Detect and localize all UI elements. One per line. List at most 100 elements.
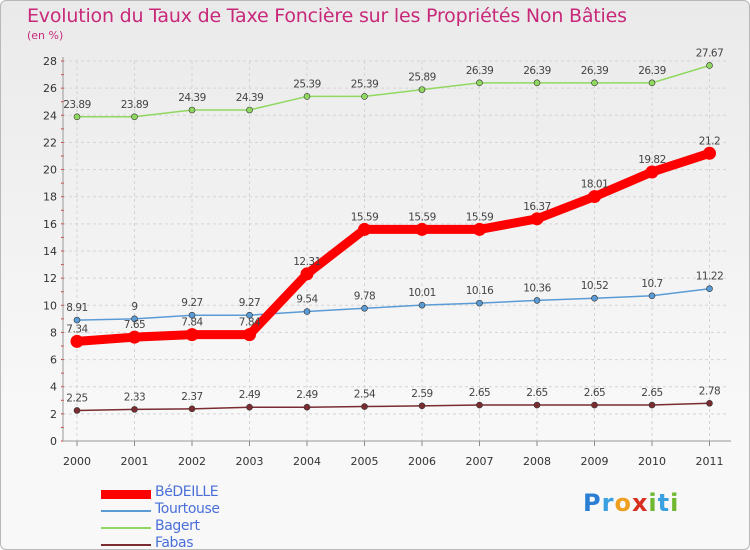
logo-letter: i — [670, 489, 680, 517]
x-tick-label: 2011 — [696, 455, 724, 468]
y-tick-label: 28 — [43, 55, 57, 68]
data-label-bagert: 24.39 — [236, 92, 264, 104]
data-point-tourtouse — [131, 315, 138, 323]
data-label-fabas: 2.49 — [239, 389, 260, 401]
data-label-b-deille: 7.84 — [181, 317, 203, 329]
y-tick-label: 6 — [50, 354, 57, 367]
data-label-b-deille: 21.2 — [699, 135, 720, 147]
legend-label: Tourtouse — [155, 501, 220, 517]
x-tick-label: 2009 — [581, 455, 609, 468]
series-line-fabas — [76, 402, 711, 412]
logo-letter: t — [657, 489, 671, 517]
data-point-bagert — [73, 113, 81, 121]
y-tick-label: 2 — [50, 408, 57, 421]
data-label-bagert: 26.39 — [638, 65, 666, 77]
data-label-tourtouse: 10.01 — [408, 287, 436, 299]
logo-letter: x — [631, 489, 649, 517]
y-tick-label: 24 — [43, 109, 57, 122]
data-label-fabas: 2.65 — [641, 387, 662, 399]
x-tick-label: 2001 — [121, 455, 149, 468]
data-point-bagert — [361, 93, 368, 100]
data-label-tourtouse: 10.16 — [466, 285, 494, 297]
data-label-tourtouse: 9.78 — [354, 290, 375, 302]
data-point-fabas — [188, 405, 196, 413]
series-line-bagert — [76, 64, 711, 118]
series-line-b-deille — [72, 148, 714, 346]
proxiti-logo: Proxiti — [583, 489, 679, 517]
data-label-fabas: 2.37 — [181, 391, 202, 403]
data-label-bagert: 23.89 — [63, 99, 91, 111]
data-label-fabas: 2.65 — [584, 387, 605, 399]
data-point-tourtouse — [476, 299, 483, 307]
data-label-bagert: 26.39 — [581, 65, 609, 77]
x-tick-label: 2008 — [523, 455, 551, 468]
data-point-b-deille — [703, 146, 716, 160]
data-point-bagert — [648, 79, 656, 87]
y-tick-label: 10 — [43, 299, 57, 312]
data-label-tourtouse: 10.7 — [641, 278, 662, 290]
data-point-tourtouse — [303, 308, 311, 315]
y-tick-label: 22 — [43, 136, 57, 149]
data-point-fabas — [533, 401, 541, 409]
y-tick-label: 8 — [50, 326, 57, 339]
data-label-tourtouse: 8.91 — [66, 302, 87, 314]
x-tick-label: 2006 — [408, 455, 436, 468]
data-label-b-deille: 16.37 — [523, 201, 551, 213]
data-label-b-deille: 19.82 — [638, 154, 666, 166]
data-point-b-deille — [300, 267, 314, 281]
data-label-b-deille: 7.34 — [66, 323, 88, 335]
data-point-fabas — [303, 403, 311, 411]
data-point-bagert — [533, 79, 541, 87]
data-label-b-deille: 15.59 — [351, 211, 379, 223]
data-label-bagert: 25.39 — [351, 78, 379, 90]
data-label-b-deille: 7.84 — [239, 317, 261, 329]
logo-letter: o — [614, 489, 632, 517]
data-point-tourtouse — [188, 311, 196, 319]
data-label-fabas: 2.78 — [699, 385, 720, 397]
data-label-b-deille: 7.65 — [124, 319, 145, 331]
logo-letter: i — [648, 489, 658, 517]
data-label-tourtouse: 9.27 — [239, 297, 260, 309]
data-point-tourtouse — [73, 316, 81, 324]
legend-swatch — [101, 490, 151, 499]
legend-label: Bagert — [155, 518, 200, 534]
data-label-b-deille: 15.59 — [466, 211, 494, 223]
data-label-tourtouse: 9 — [131, 301, 137, 313]
data-point-b-deille — [243, 328, 256, 342]
x-tick-label: 2005 — [351, 455, 379, 468]
data-point-b-deille — [588, 190, 601, 204]
data-label-bagert: 25.89 — [408, 72, 436, 84]
logo-letter: P — [583, 489, 602, 517]
x-tick-label: 2004 — [293, 455, 321, 468]
x-tick-label: 2002 — [178, 455, 206, 468]
y-tick-label: 4 — [50, 381, 57, 394]
y-tick-label: 16 — [43, 218, 57, 231]
data-point-tourtouse — [648, 292, 656, 300]
data-point-fabas — [648, 401, 656, 409]
data-label-bagert: 26.39 — [523, 65, 551, 77]
data-point-b-deille — [645, 165, 659, 179]
legend-label: Fabas — [155, 535, 194, 550]
data-point-b-deille — [185, 328, 199, 342]
data-label-tourtouse: 9.54 — [296, 294, 318, 306]
data-point-bagert — [188, 106, 196, 114]
data-point-fabas — [706, 399, 713, 407]
y-tick-label: 14 — [43, 245, 57, 258]
data-point-fabas — [73, 407, 81, 414]
data-point-fabas — [361, 403, 368, 410]
data-point-bagert — [591, 79, 598, 87]
data-point-fabas — [246, 403, 253, 411]
data-label-fabas: 2.65 — [526, 387, 547, 399]
data-label-b-deille: 15.59 — [408, 211, 436, 223]
data-point-bagert — [476, 79, 483, 87]
data-point-tourtouse — [246, 311, 253, 319]
chart-title: Evolution du Taux de Taxe Foncière sur l… — [27, 5, 627, 27]
x-tick-label: 2003 — [236, 455, 264, 468]
data-point-fabas — [131, 406, 138, 413]
data-label-bagert: 23.89 — [121, 99, 149, 111]
data-label-fabas: 2.59 — [411, 388, 432, 400]
data-point-bagert — [246, 106, 253, 114]
data-label-fabas: 2.49 — [296, 389, 317, 401]
